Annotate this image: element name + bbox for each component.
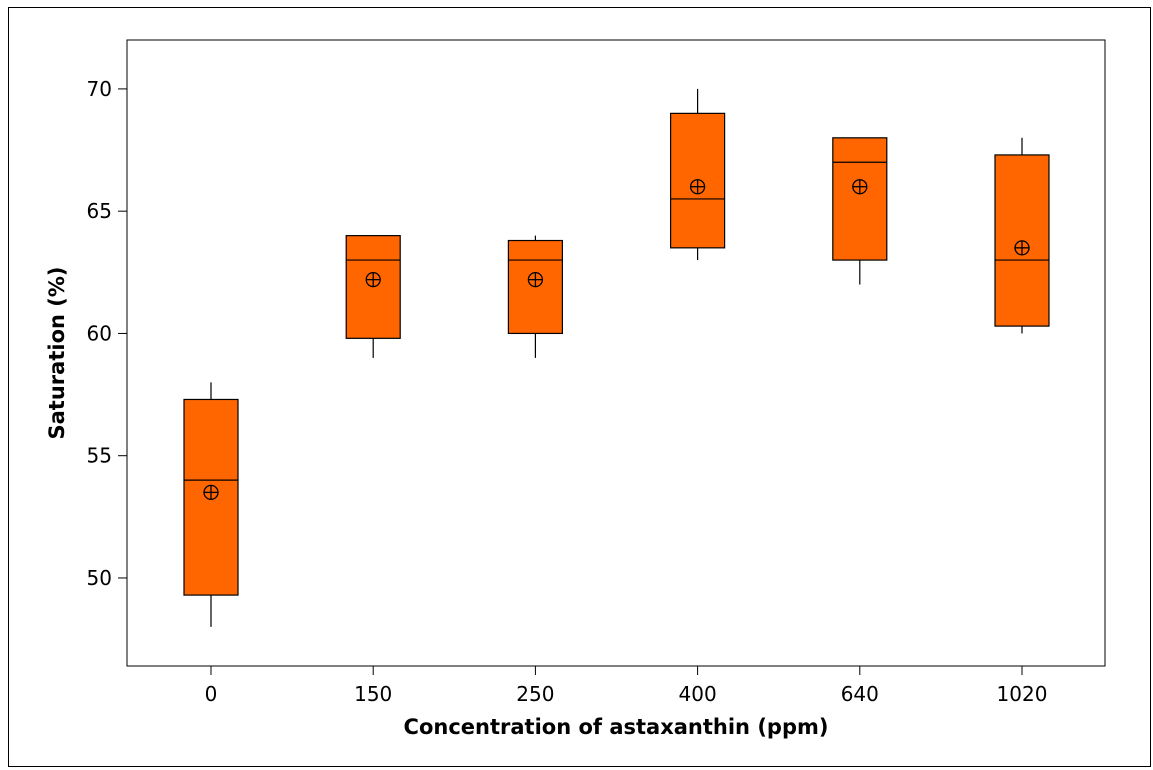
box-0 xyxy=(183,382,239,627)
x-tick-label: 250 xyxy=(516,682,554,706)
box-400 xyxy=(669,88,726,261)
box-640 xyxy=(832,137,888,285)
box-150 xyxy=(345,235,401,358)
iqr-box xyxy=(832,137,888,261)
y-axis-title: Saturation (%) xyxy=(45,267,69,440)
chart-frame xyxy=(8,7,1151,767)
plot-area xyxy=(126,39,1106,667)
y-axis: 50 55 60 65 70 xyxy=(87,77,127,590)
y-tick-label: 65 xyxy=(87,199,112,223)
y-tick-label: 60 xyxy=(87,321,112,345)
mean-symbol xyxy=(203,484,219,501)
x-tick-label: 1020 xyxy=(997,682,1048,706)
x-axis-title: Concentration of astaxanthin (ppm) xyxy=(404,715,829,739)
y-tick-label: 55 xyxy=(87,444,112,468)
y-tick-label: 70 xyxy=(87,77,112,101)
y-tick-label: 50 xyxy=(87,566,112,590)
box-1020 xyxy=(994,137,1050,334)
iqr-box xyxy=(994,154,1050,327)
x-tick-label: 400 xyxy=(679,682,717,706)
mean-symbol xyxy=(1014,240,1030,256)
mean-symbol xyxy=(365,271,381,288)
box-250 xyxy=(507,235,563,358)
mean-symbol xyxy=(527,271,544,288)
x-tick-label: 0 xyxy=(205,682,218,706)
x-tick-label: 640 xyxy=(841,682,879,706)
mean-symbol xyxy=(689,179,706,195)
mean-symbol xyxy=(852,179,868,195)
x-axis: 0 150 250 400 640 1020 xyxy=(205,666,1048,706)
box-series xyxy=(183,88,1050,627)
x-tick-label: 150 xyxy=(354,682,392,706)
